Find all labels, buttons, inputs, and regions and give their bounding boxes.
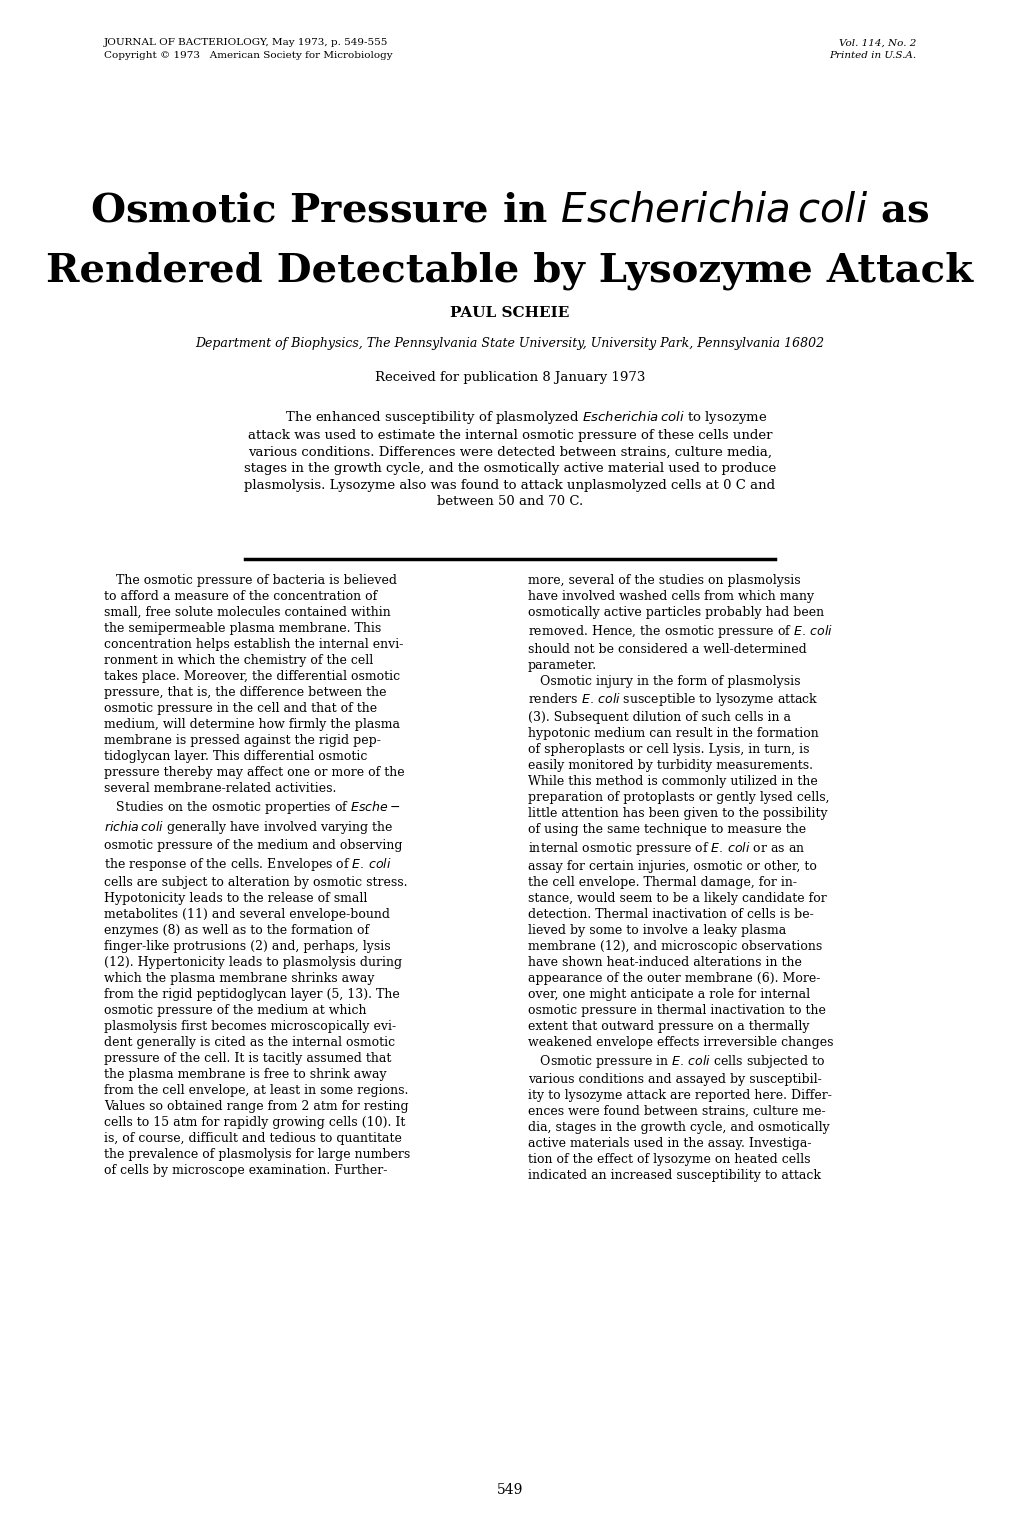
Text: more, several of the studies on plasmolysis
have involved washed cells from whic: more, several of the studies on plasmoly…: [527, 574, 833, 1182]
Text: Rendered Detectable by Lysozyme Attack: Rendered Detectable by Lysozyme Attack: [47, 251, 972, 289]
Text: JOURNAL OF BACTERIOLOGY, May 1973, p. 549-555
Copyright © 1973   American Societ: JOURNAL OF BACTERIOLOGY, May 1973, p. 54…: [104, 38, 392, 60]
Text: The enhanced susceptibility of plasmolyzed $\mathit{Escherichia\/coli}$ to lysoz: The enhanced susceptibility of plasmolyz…: [244, 409, 775, 508]
Text: The osmotic pressure of bacteria is believed
to afford a measure of the concentr: The osmotic pressure of bacteria is beli…: [104, 574, 410, 1177]
Text: Department of Biophysics, The Pennsylvania State University, University Park, Pe: Department of Biophysics, The Pennsylvan…: [196, 337, 823, 349]
Text: Vol. 114, No. 2
Printed in U.S.A.: Vol. 114, No. 2 Printed in U.S.A.: [828, 38, 915, 60]
Text: PAUL SCHEIE: PAUL SCHEIE: [449, 306, 570, 320]
Text: 549: 549: [496, 1484, 523, 1497]
Text: Osmotic Pressure in $\mathit{Escherichia\/coli}$ as: Osmotic Pressure in $\mathit{Escherichia…: [91, 191, 928, 230]
Text: Received for publication 8 January 1973: Received for publication 8 January 1973: [374, 371, 645, 383]
